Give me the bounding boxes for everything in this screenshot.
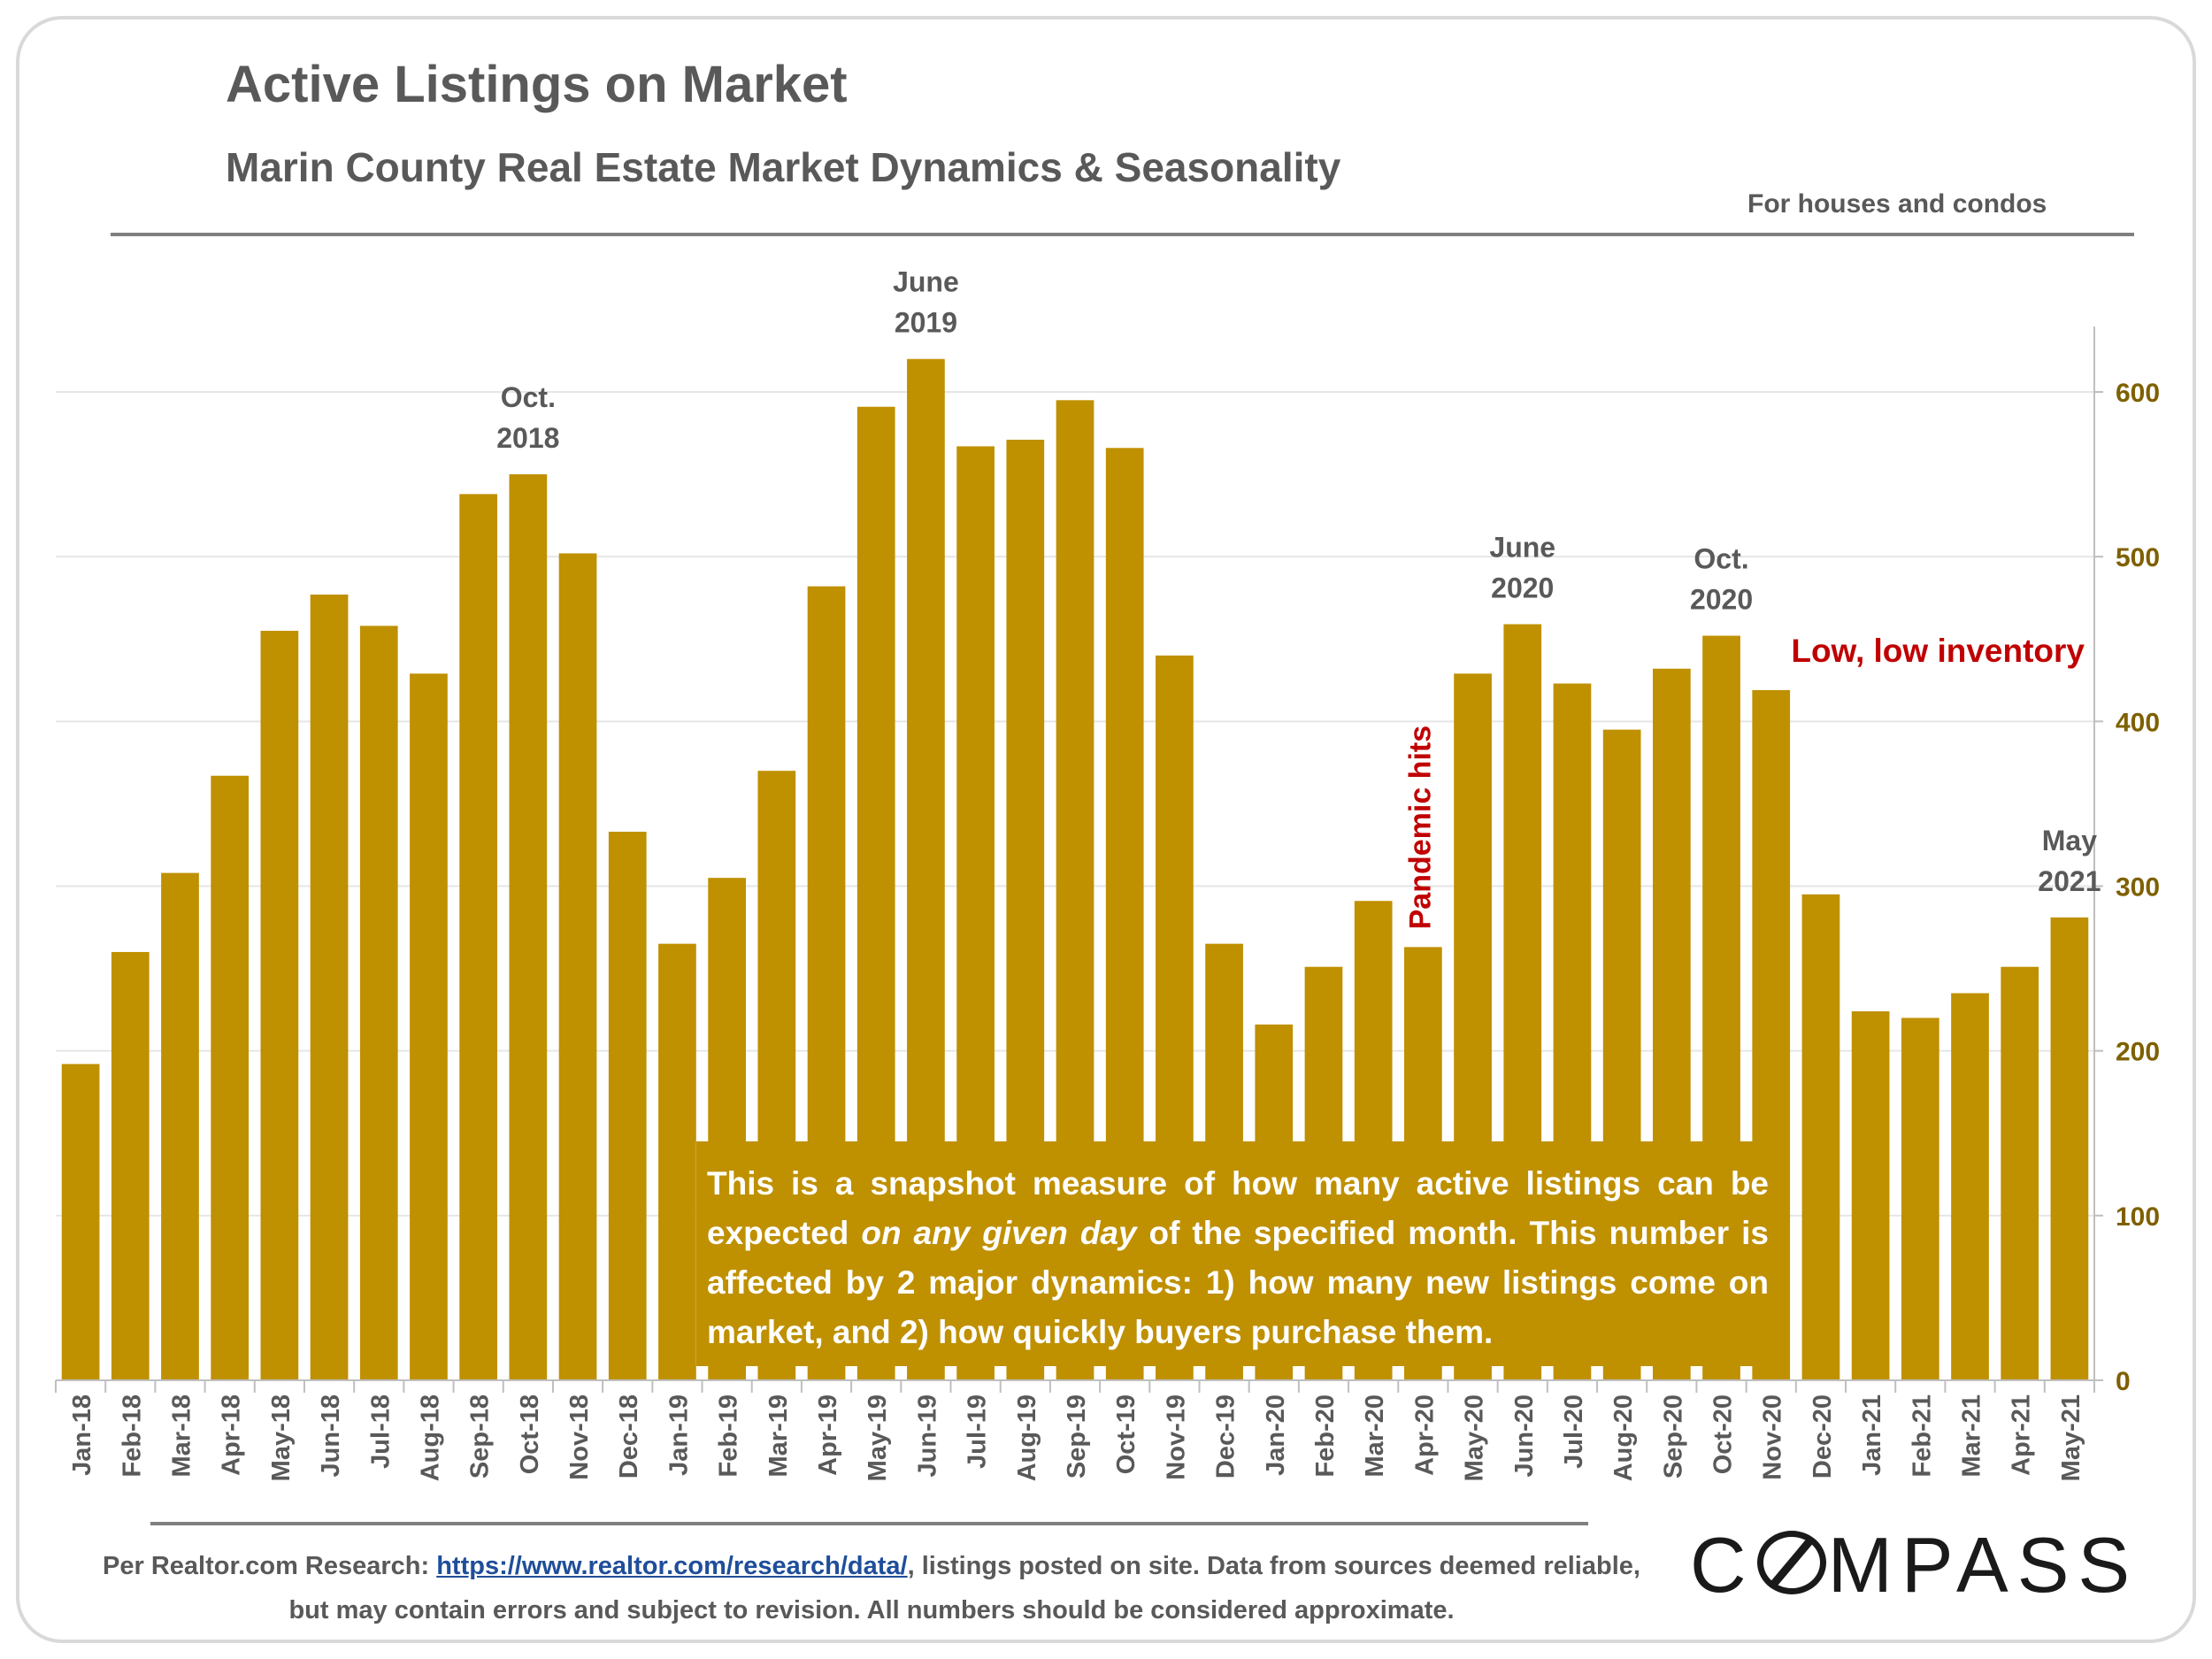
y-tick-label: 100 [2116, 1202, 2160, 1232]
annotation-Jun-19: 2019 [895, 307, 957, 339]
bar-Jun-18 [310, 594, 349, 1380]
bar-Mar-21 [1951, 993, 1989, 1380]
bars [61, 358, 2089, 1381]
x-tick-label: Sep-19 [1063, 1394, 1091, 1479]
note-text-part2: of the specified month. This number is a… [707, 1215, 1769, 1350]
y-tick-label: 400 [2116, 708, 2160, 737]
x-tick-label: Dec-18 [615, 1394, 643, 1479]
x-tick-label: Feb-18 [118, 1394, 146, 1477]
x-tick-label: Sep-20 [1659, 1394, 1687, 1479]
x-tick-label: Nov-19 [1162, 1394, 1190, 1480]
bar-Dec-18 [608, 832, 647, 1380]
x-tick-label: Jul-20 [1560, 1394, 1588, 1469]
annotation-May-21: May [2042, 825, 2097, 856]
annotation-Oct-20: 2020 [1690, 584, 1753, 616]
bar-Sep-18 [459, 494, 498, 1380]
x-tick-label: Feb-21 [1908, 1394, 1936, 1477]
logo-letters-mpass: MPASS [1827, 1521, 2139, 1609]
x-tick-label: May-20 [1461, 1394, 1489, 1481]
scope-note: For houses and condos [1747, 189, 2047, 219]
x-tick-label: May-19 [864, 1394, 892, 1481]
x-tick-label: Sep-18 [466, 1394, 495, 1479]
x-tick-label: Dec-20 [1809, 1394, 1837, 1479]
x-tick-label: Oct-18 [516, 1394, 544, 1474]
chart-subtitle: Marin County Real Estate Market Dynamics… [226, 144, 1341, 190]
y-tick-label: 300 [2116, 872, 2160, 902]
x-tick-label: Nov-20 [1759, 1394, 1787, 1480]
x-tick-label: Feb-20 [1311, 1394, 1340, 1477]
annotation-Oct-18: 2018 [496, 422, 559, 454]
x-tick-label: Jun-18 [317, 1394, 345, 1477]
bar-Jan-19 [658, 943, 696, 1380]
footnote-suffix: , listings posted on site. Data from sou… [288, 1552, 1640, 1624]
bar-Aug-18 [410, 673, 448, 1380]
logo-letter-c: C [1690, 1521, 1755, 1609]
x-tick-label: Jul-19 [964, 1394, 992, 1469]
y-tick-label: 0 [2116, 1367, 2131, 1396]
x-tick-label: Mar-21 [1958, 1394, 1986, 1478]
bar-Jan-21 [1851, 1010, 1890, 1380]
x-tick-label: Aug-19 [1013, 1394, 1041, 1481]
axes: 0 100 200 300 400 500 600 Jan-18 Feb-18 Mar-18 Apr… [55, 326, 2160, 1481]
pandemic-event-label: Pandemic hits [1403, 726, 1437, 930]
annotation-Jun-20: 2020 [1491, 572, 1554, 603]
x-tick-label: Apr-19 [814, 1394, 842, 1476]
annotation-Jun-20: June [1489, 531, 1555, 563]
explanation-note: This is a snapshot measure of how many a… [696, 1141, 1779, 1366]
realtor-research-link[interactable]: https://www.realtor.com/research/data/ [436, 1552, 908, 1580]
x-tick-label: Mar-18 [167, 1394, 196, 1478]
x-tick-label: Aug-20 [1609, 1394, 1638, 1481]
x-tick-label: Feb-19 [715, 1394, 743, 1477]
chart-title: Active Listings on Market [226, 56, 848, 113]
x-tick-label: Mar-20 [1361, 1394, 1389, 1478]
x-tick-label: Jan-19 [664, 1394, 693, 1476]
bar-Jan-18 [61, 1064, 100, 1380]
source-footnote: Per Realtor.com Research: https://www.re… [80, 1544, 1663, 1632]
annotation-Jun-19: June [893, 266, 959, 298]
footnote-prefix: Per Realtor.com Research: [103, 1552, 437, 1580]
annotation-Oct-18: Oct. [501, 381, 556, 413]
y-tick-label: 500 [2116, 543, 2160, 572]
x-tick-label: Jan-20 [1262, 1394, 1290, 1476]
note-text-emphasis: on any given day [861, 1215, 1137, 1251]
annotations: Oct. 2018 June 2019 June 2020 Oct. 2020 May 2021 P… [496, 266, 2101, 930]
x-tick-label: Apr-18 [218, 1394, 246, 1476]
x-tick-label: Mar-19 [764, 1394, 793, 1478]
x-tick-label: Apr-21 [2008, 1394, 2036, 1476]
x-tick-label: Aug-18 [416, 1394, 444, 1481]
x-tick-label: Jul-18 [366, 1394, 395, 1469]
bar-Feb-21 [1901, 1018, 1939, 1380]
x-tick-label: Apr-20 [1410, 1394, 1439, 1476]
bar-Feb-18 [111, 951, 150, 1380]
bar-Apr-21 [2001, 966, 2039, 1380]
bar-Jul-18 [359, 626, 398, 1380]
bar-May-18 [260, 630, 299, 1380]
y-tick-label: 600 [2116, 379, 2160, 408]
logo-compass-o-icon [1756, 1531, 1826, 1594]
x-tick-label: Dec-19 [1212, 1394, 1240, 1479]
x-tick-label: Jan-21 [1858, 1394, 1886, 1476]
y-tick-label: 200 [2116, 1038, 2160, 1067]
bar-Nov-18 [558, 553, 597, 1380]
x-tick-label: Jun-20 [1510, 1394, 1539, 1477]
bar-Dec-20 [1801, 894, 1840, 1380]
x-tick-label: Nov-18 [565, 1394, 594, 1480]
x-tick-label: Jun-19 [913, 1394, 941, 1477]
x-tick-label: Jan-18 [68, 1394, 96, 1476]
bar-Oct-18 [509, 474, 548, 1380]
compass-logo: C MPASS [1690, 1520, 2139, 1610]
x-tick-label: May-21 [2057, 1394, 2085, 1481]
x-tick-label: Oct-19 [1112, 1394, 1141, 1474]
annotation-Oct-20: Oct. [1694, 543, 1748, 575]
low-inventory-label: Low, low inventory [1791, 633, 2085, 669]
bar-Apr-18 [211, 775, 250, 1380]
x-tick-label: May-18 [267, 1394, 296, 1481]
bar-May-21 [2050, 917, 2089, 1380]
bar-Mar-18 [161, 872, 199, 1380]
note-text-part1: This is a snapshot measure of how many a… [707, 1165, 1769, 1251]
annotation-May-21: 2021 [2038, 865, 2101, 897]
x-tick-label: Oct-20 [1709, 1394, 1738, 1474]
